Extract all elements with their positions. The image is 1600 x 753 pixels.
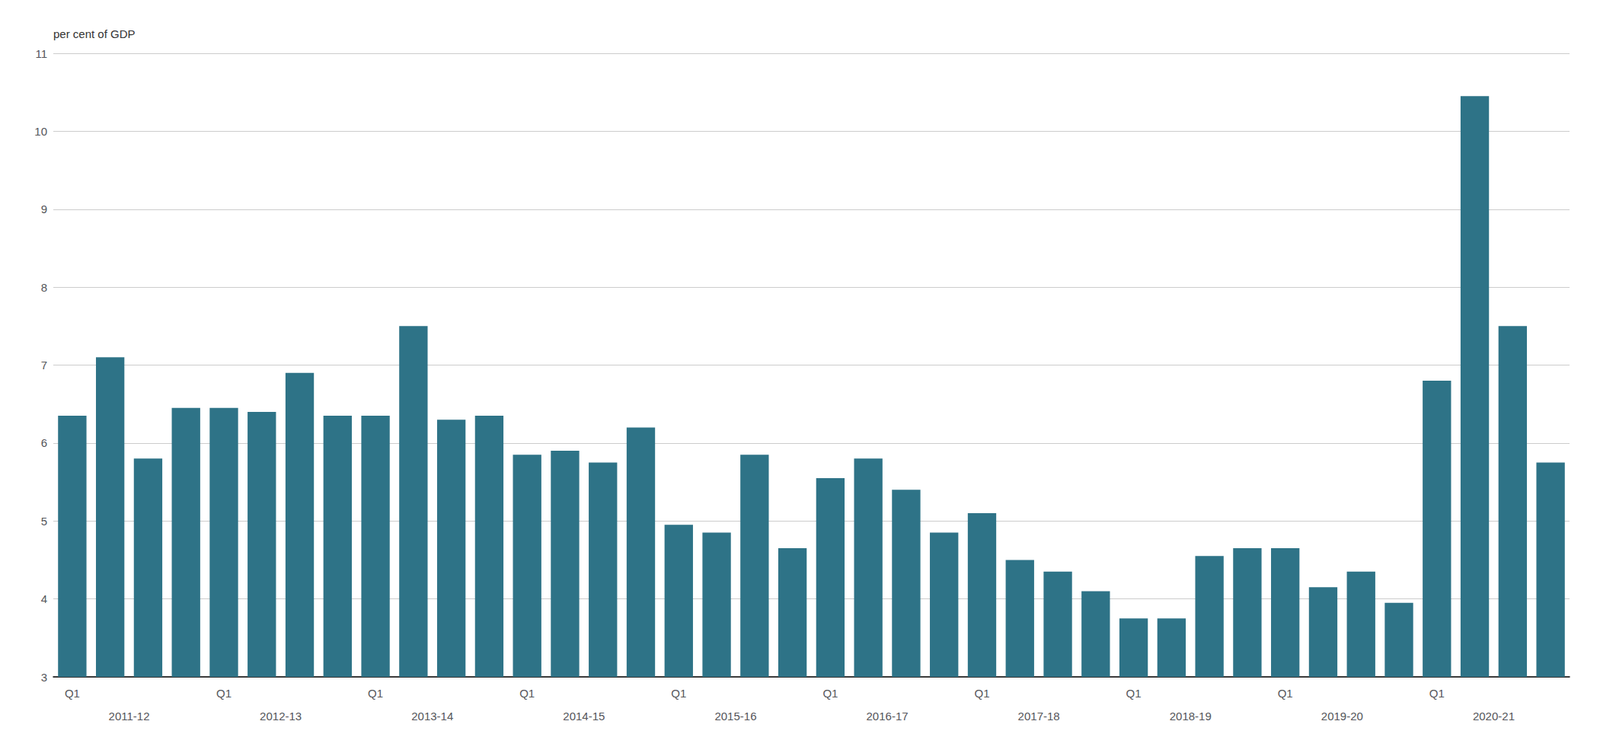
svg-text:2014-15: 2014-15 (562, 709, 605, 723)
svg-text:2020-21: 2020-21 (1472, 709, 1515, 723)
svg-text:Q1: Q1 (367, 686, 384, 700)
svg-text:3: 3 (41, 670, 48, 684)
svg-text:2015-16: 2015-16 (714, 709, 757, 723)
svg-text:Q1: Q1 (1277, 686, 1294, 700)
svg-text:5: 5 (41, 514, 48, 528)
svg-text:2017-18: 2017-18 (1018, 709, 1061, 723)
svg-text:2019-20: 2019-20 (1321, 709, 1364, 723)
svg-text:Q1: Q1 (822, 686, 838, 700)
svg-text:2011-12: 2011-12 (108, 709, 151, 723)
svg-text:Q1: Q1 (670, 686, 687, 700)
svg-text:2016-17: 2016-17 (866, 709, 909, 723)
svg-text:4: 4 (41, 592, 48, 606)
svg-text:Q1: Q1 (1429, 686, 1445, 700)
svg-text:10: 10 (34, 124, 48, 138)
svg-text:Q1: Q1 (1126, 686, 1142, 700)
svg-text:7: 7 (41, 358, 48, 372)
svg-text:11: 11 (35, 47, 48, 61)
svg-text:2018-19: 2018-19 (1169, 709, 1212, 723)
svg-text:Q1: Q1 (974, 686, 990, 700)
svg-text:Q1: Q1 (64, 686, 80, 700)
svg-text:per cent of GDP: per cent of GDP (53, 27, 136, 41)
svg-text:2012-13: 2012-13 (259, 709, 302, 723)
svg-text:6: 6 (41, 436, 48, 450)
svg-text:9: 9 (41, 202, 48, 216)
svg-text:8: 8 (41, 281, 48, 294)
svg-text:Q1: Q1 (519, 686, 535, 700)
svg-text:Q1: Q1 (216, 686, 232, 700)
svg-text:2013-14: 2013-14 (411, 709, 454, 723)
